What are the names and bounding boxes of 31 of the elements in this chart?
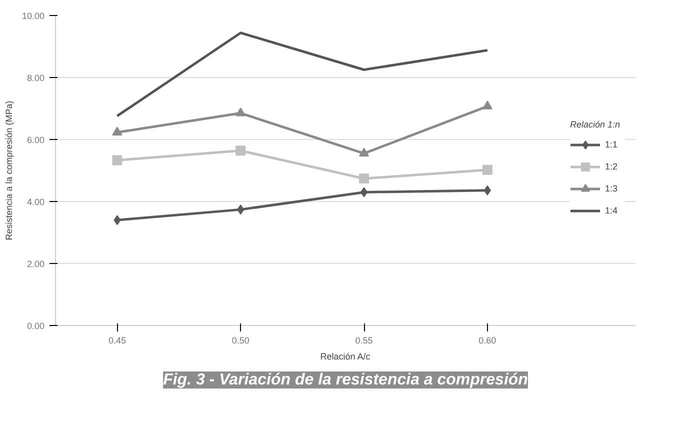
legend-label: 1:4 <box>605 206 619 216</box>
point <box>359 174 370 184</box>
x-tick-label: 0.45 <box>108 336 126 346</box>
y-tick-label: 6.00 <box>26 135 45 145</box>
point <box>360 187 368 198</box>
x-tick-label: 0.60 <box>478 336 496 346</box>
point <box>482 100 492 110</box>
y-tick-label: 2.00 <box>26 259 45 269</box>
point <box>112 155 122 166</box>
x-tick-label: 0.55 <box>355 336 373 346</box>
legend-label: 1:2 <box>605 162 619 172</box>
point <box>236 107 246 116</box>
x-axis-title: Relación A/c <box>320 352 371 362</box>
legend-label: 1:1 <box>605 140 619 150</box>
point <box>112 126 122 136</box>
point <box>359 148 370 157</box>
y-tick-label: 4.00 <box>26 197 45 207</box>
x-tick-label: 0.50 <box>232 336 250 346</box>
y-tick-label: 10.00 <box>22 11 45 21</box>
line-series <box>116 32 489 118</box>
legend-label: 1:3 <box>605 184 619 194</box>
point <box>484 185 491 196</box>
point <box>237 204 244 215</box>
legend-title: Relación 1:n <box>570 120 622 130</box>
y-axis-title: Resistencia a la compresión (MPa) <box>4 100 14 240</box>
point <box>482 164 492 175</box>
y-tick-label: 8.00 <box>26 73 45 83</box>
point <box>236 146 246 156</box>
y-tick-label: 0.00 <box>26 321 45 331</box>
point <box>114 215 121 226</box>
text: Fig. 3 - Variación de la resistencia a compresión <box>163 372 528 388</box>
